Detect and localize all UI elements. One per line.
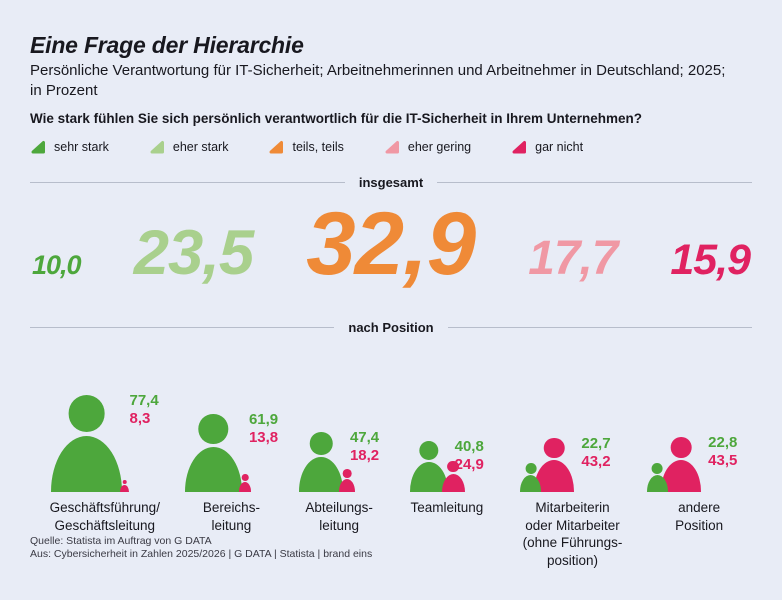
legend-item-gar-nicht: gar nicht xyxy=(511,140,583,155)
value-sehr-stark: 22,8 xyxy=(708,434,738,452)
icon-area: 47,4 18,2 xyxy=(283,380,395,492)
legend-item-eher-gering: eher gering xyxy=(384,140,471,155)
value-gar-nicht: 18,2 xyxy=(349,447,380,465)
position-label: Abteilungs- leitung xyxy=(305,499,373,533)
divider-line xyxy=(437,181,752,183)
legend-wedge-icon xyxy=(150,140,164,154)
position-label: Geschäftsführung/ Geschäftsleitung xyxy=(49,499,160,533)
divider-line xyxy=(447,327,753,329)
page-title: Eine Frage der Hierarchie xyxy=(30,32,304,58)
legend-wedge-icon xyxy=(269,140,284,154)
position-group-bereichsleitung: 61,9 13,8 Bereichs- leitung xyxy=(180,380,284,570)
legend-wedge-icon xyxy=(31,140,45,154)
position-label: Mitarbeiterin oder Mitarbeiter (ohne Füh… xyxy=(522,499,623,569)
position-label: Teamleitung xyxy=(410,499,484,515)
legend-item-sehr-stark: sehr stark xyxy=(30,140,109,155)
person-icon-sehr-stark xyxy=(184,414,242,492)
person-icon-sehr-stark xyxy=(520,463,542,492)
legend-wedge-icon xyxy=(385,140,399,154)
legend-label: sehr stark xyxy=(54,140,109,155)
section-label-nach-position: nach Position xyxy=(348,320,434,336)
legend-item-eher-stark: eher stark xyxy=(149,140,229,155)
icon-area: 40,8 24,9 xyxy=(395,380,499,492)
legend-label: eher gering xyxy=(407,140,472,155)
position-group-abteilungsleitung: 47,4 18,2 Abteilungs- leitung xyxy=(283,380,395,570)
value-gar-nicht: 8,3 xyxy=(129,409,151,427)
overall-value-gar-nicht: 15,9 xyxy=(670,236,751,285)
position-group-mitarbeiter: 22,7 43,2 Mitarbeiterin oder Mitarbeiter… xyxy=(499,380,647,570)
survey-question: Wie stark fühlen Sie sich persönlich ver… xyxy=(30,111,643,127)
position-group-teamleitung: 40,8 24,9 Teamleitung xyxy=(395,380,499,570)
person-icon-gar-nicht xyxy=(534,437,575,492)
icon-area: 61,9 13,8 xyxy=(180,380,284,492)
overall-values-row: 10,0 23,5 32,9 17,7 15,9 xyxy=(30,190,752,300)
value-sehr-stark: 61,9 xyxy=(248,411,279,429)
section-divider-nach-position: nach Position xyxy=(30,320,753,336)
person-icon-gar-nicht xyxy=(660,437,702,492)
legend-label: eher stark xyxy=(172,140,229,155)
value-sehr-stark: 22,7 xyxy=(581,434,611,452)
legend-wedge-icon xyxy=(512,140,527,154)
value-sehr-stark: 47,4 xyxy=(349,429,380,447)
divider-line xyxy=(30,327,335,329)
divider-line xyxy=(30,181,345,183)
legend-label: teils, teils xyxy=(292,140,344,155)
chart-subtitle: Persönliche Verantwortung für IT-Sicherh… xyxy=(30,62,726,100)
value-gar-nicht: 13,8 xyxy=(248,429,279,447)
value-gar-nicht: 24,9 xyxy=(454,455,484,473)
value-sehr-stark: 40,8 xyxy=(454,437,484,455)
positions-row: 77,4 8,3 Geschäftsführung/ Geschäftsleit… xyxy=(30,380,752,570)
overall-value-sehr-stark: 10,0 xyxy=(32,250,82,281)
value-sehr-stark: 77,4 xyxy=(129,391,159,409)
person-icon-gar-nicht xyxy=(120,479,130,492)
overall-value-eher-gering: 17,7 xyxy=(528,232,618,286)
value-gar-nicht: 43,5 xyxy=(708,452,738,470)
person-icon-gar-nicht xyxy=(338,468,356,492)
position-group-geschaeftsfuehrung: 77,4 8,3 Geschäftsführung/ Geschäftsleit… xyxy=(30,380,180,570)
overall-value-eher-stark: 23,5 xyxy=(133,218,254,289)
section-divider-insgesamt: insgesamt xyxy=(30,175,752,191)
position-group-andere-position: 22,8 43,5 andere Position xyxy=(646,380,752,570)
source-line-1: Quelle: Statista im Auftrag von G DATA xyxy=(30,534,212,547)
position-label: Bereichs- leitung xyxy=(202,499,260,533)
legend-item-teils-teils: teils, teils xyxy=(268,140,344,155)
section-label-insgesamt: insgesamt xyxy=(358,174,424,190)
value-gar-nicht: 43,2 xyxy=(581,452,611,470)
position-label: andere Position xyxy=(675,499,724,533)
person-icon-gar-nicht xyxy=(238,474,252,492)
person-icon-sehr-stark xyxy=(409,440,448,492)
person-icon-sehr-stark xyxy=(646,463,668,492)
icon-area: 77,4 8,3 xyxy=(30,380,180,492)
legend: sehr stark eher stark teils, teils eher … xyxy=(30,140,752,155)
icon-area: 22,8 43,5 xyxy=(646,380,752,492)
person-icon-sehr-stark xyxy=(299,432,343,492)
legend-label: gar nicht xyxy=(535,140,584,155)
person-icon-gar-nicht xyxy=(441,460,465,492)
source-note: Quelle: Statista im Auftrag von G DATA A… xyxy=(30,535,372,562)
person-icon-sehr-stark xyxy=(50,394,123,492)
source-line-2: Aus: Cybersicherheit in Zahlen 2025/2026… xyxy=(30,548,373,561)
icon-area: 22,7 43,2 xyxy=(499,380,647,492)
overall-value-teils-teils: 32,9 xyxy=(306,194,476,294)
